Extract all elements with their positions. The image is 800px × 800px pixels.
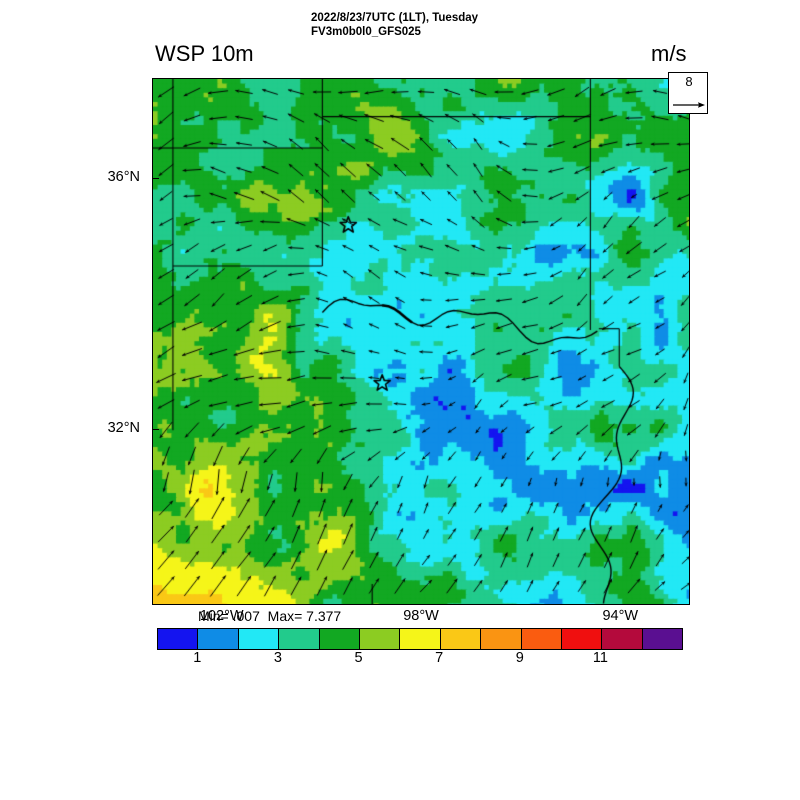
wind-reference-key: 8 <box>668 72 708 114</box>
colorbar-segment-11[interactable] <box>602 629 643 649</box>
units-label: m/s <box>651 41 687 66</box>
colorbar-segment-2[interactable] <box>238 629 280 649</box>
colorbar-segment-10[interactable] <box>561 629 603 649</box>
map-plot-area[interactable] <box>152 78 690 605</box>
lat-tick-32 <box>152 429 159 431</box>
lon-label-102: 102°W <box>199 608 244 624</box>
lat-label-36: 36°N <box>107 169 140 186</box>
lat-tick-36 <box>152 178 159 180</box>
lat-label-32: 32°N <box>107 420 140 437</box>
wind-vector-arrow-icon <box>673 102 705 108</box>
colorbar-segment-8[interactable] <box>481 629 522 649</box>
colorbar-segment-9[interactable] <box>521 629 562 649</box>
colorbar-tick-3: 3 <box>273 650 282 666</box>
lon-label-94: 94°W <box>602 608 639 624</box>
minmax-stats: Min= .007 Max= 7.377 <box>198 608 342 624</box>
colorbar-tick-11: 11 <box>592 650 608 666</box>
figure-title-block: 2022/8/23/7UTC (1LT), Tuesday FV3m0b0l0_… <box>311 12 478 39</box>
colorbar-segment-0[interactable] <box>158 629 199 649</box>
colorbar-segment-1[interactable] <box>198 629 239 649</box>
colorbar-segment-4[interactable] <box>319 629 360 649</box>
wind-reference-value: 8 <box>685 74 693 89</box>
lon-label-98: 98°W <box>403 608 439 624</box>
colorbar-segment-6[interactable] <box>400 629 441 649</box>
colorbar-tick-1: 1 <box>193 650 202 666</box>
colorbar-tick-7: 7 <box>435 650 444 666</box>
colorbar-segment-5[interactable] <box>359 629 401 649</box>
colorbar-segment-3[interactable] <box>279 629 320 649</box>
title-model: FV3m0b0l0_GFS025 <box>311 25 421 38</box>
colorbar-tick-9: 9 <box>515 650 524 666</box>
colorbar-segment-7[interactable] <box>440 629 482 649</box>
colorbar-tick-5: 5 <box>354 650 363 666</box>
variable-label: WSP 10m <box>155 41 254 66</box>
colorbar[interactable] <box>157 628 683 650</box>
wind-vector-overlay <box>153 79 689 604</box>
colorbar-segment-12[interactable] <box>642 629 683 649</box>
title-datetime: 2022/8/23/7UTC (1LT), Tuesday <box>311 12 479 24</box>
